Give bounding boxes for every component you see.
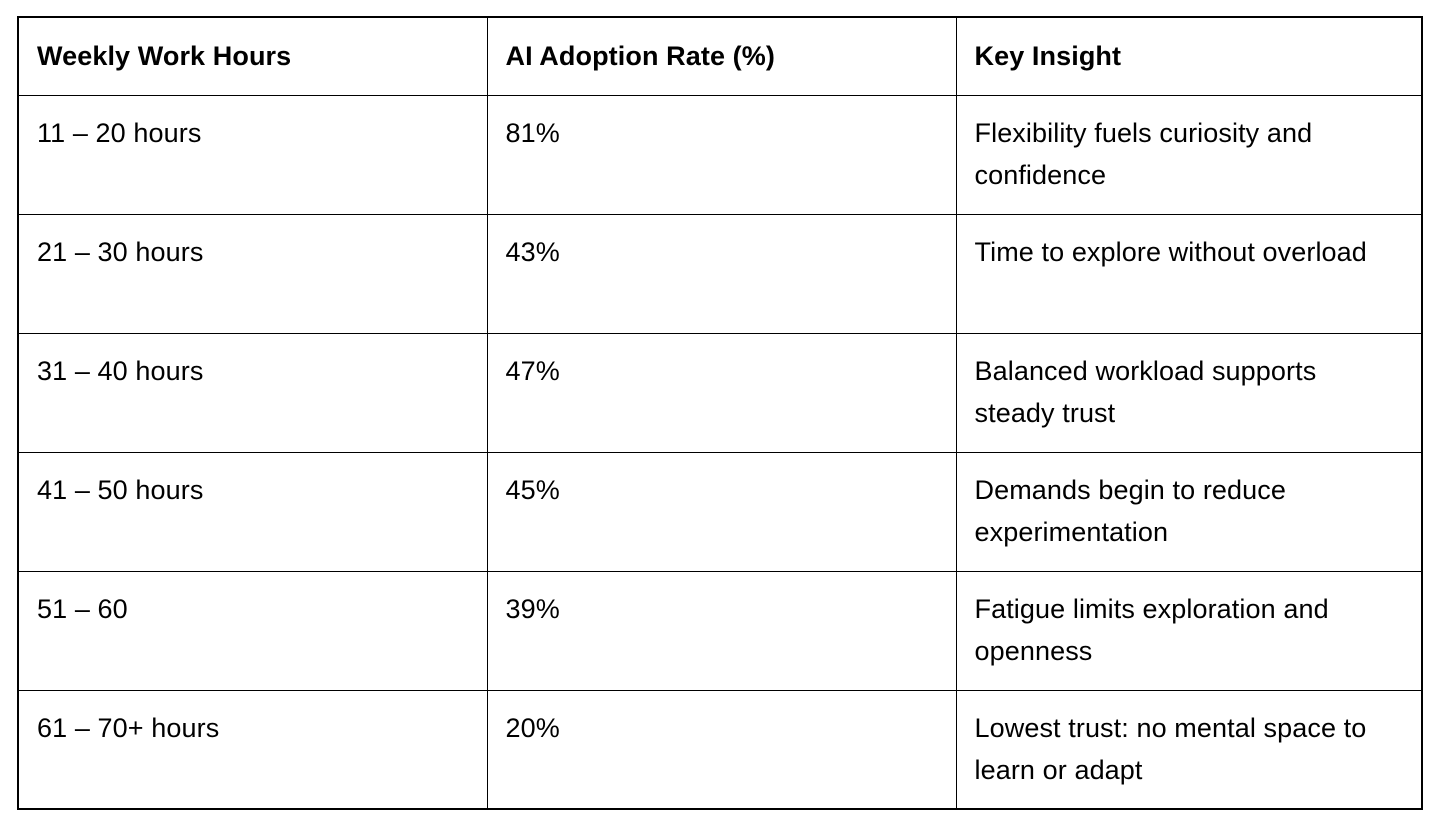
cell-hours: 41 – 50 hours — [17, 451, 488, 572]
cell-rate: 81% — [486, 94, 957, 215]
cell-hours: 11 – 20 hours — [17, 94, 488, 215]
table-header-row: Weekly Work Hours AI Adoption Rate (%) K… — [17, 16, 1423, 96]
table-row: 61 – 70+ hours 20% Lowest trust: no ment… — [17, 689, 1423, 810]
cell-insight: Fatigue limits exploration and openness — [955, 570, 1423, 691]
table-row: 21 – 30 hours 43% Time to explore withou… — [17, 213, 1423, 334]
table-row: 41 – 50 hours 45% Demands begin to reduc… — [17, 451, 1423, 572]
table-row: 51 – 60 39% Fatigue limits exploration a… — [17, 570, 1423, 691]
cell-rate: 20% — [486, 689, 957, 810]
cell-hours: 31 – 40 hours — [17, 332, 488, 453]
column-header-key-insight: Key Insight — [955, 16, 1423, 96]
cell-insight: Time to explore without overload — [955, 213, 1423, 334]
cell-rate: 43% — [486, 213, 957, 334]
cell-hours: 61 – 70+ hours — [17, 689, 488, 810]
cell-insight: Lowest trust: no mental space to learn o… — [955, 689, 1423, 810]
cell-rate: 47% — [486, 332, 957, 453]
column-header-weekly-work-hours: Weekly Work Hours — [17, 16, 488, 96]
cell-insight: Flexibility fuels curiosity and confiden… — [955, 94, 1423, 215]
cell-hours: 51 – 60 — [17, 570, 488, 691]
column-header-ai-adoption-rate: AI Adoption Rate (%) — [486, 16, 957, 96]
table-row: 11 – 20 hours 81% Flexibility fuels curi… — [17, 94, 1423, 215]
cell-hours: 21 – 30 hours — [17, 213, 488, 334]
cell-rate: 45% — [486, 451, 957, 572]
cell-insight: Demands begin to reduce experimentation — [955, 451, 1423, 572]
cell-rate: 39% — [486, 570, 957, 691]
cell-insight: Balanced workload supports steady trust — [955, 332, 1423, 453]
work-hours-adoption-table: Weekly Work Hours AI Adoption Rate (%) K… — [17, 16, 1423, 810]
table-row: 31 – 40 hours 47% Balanced workload supp… — [17, 332, 1423, 453]
